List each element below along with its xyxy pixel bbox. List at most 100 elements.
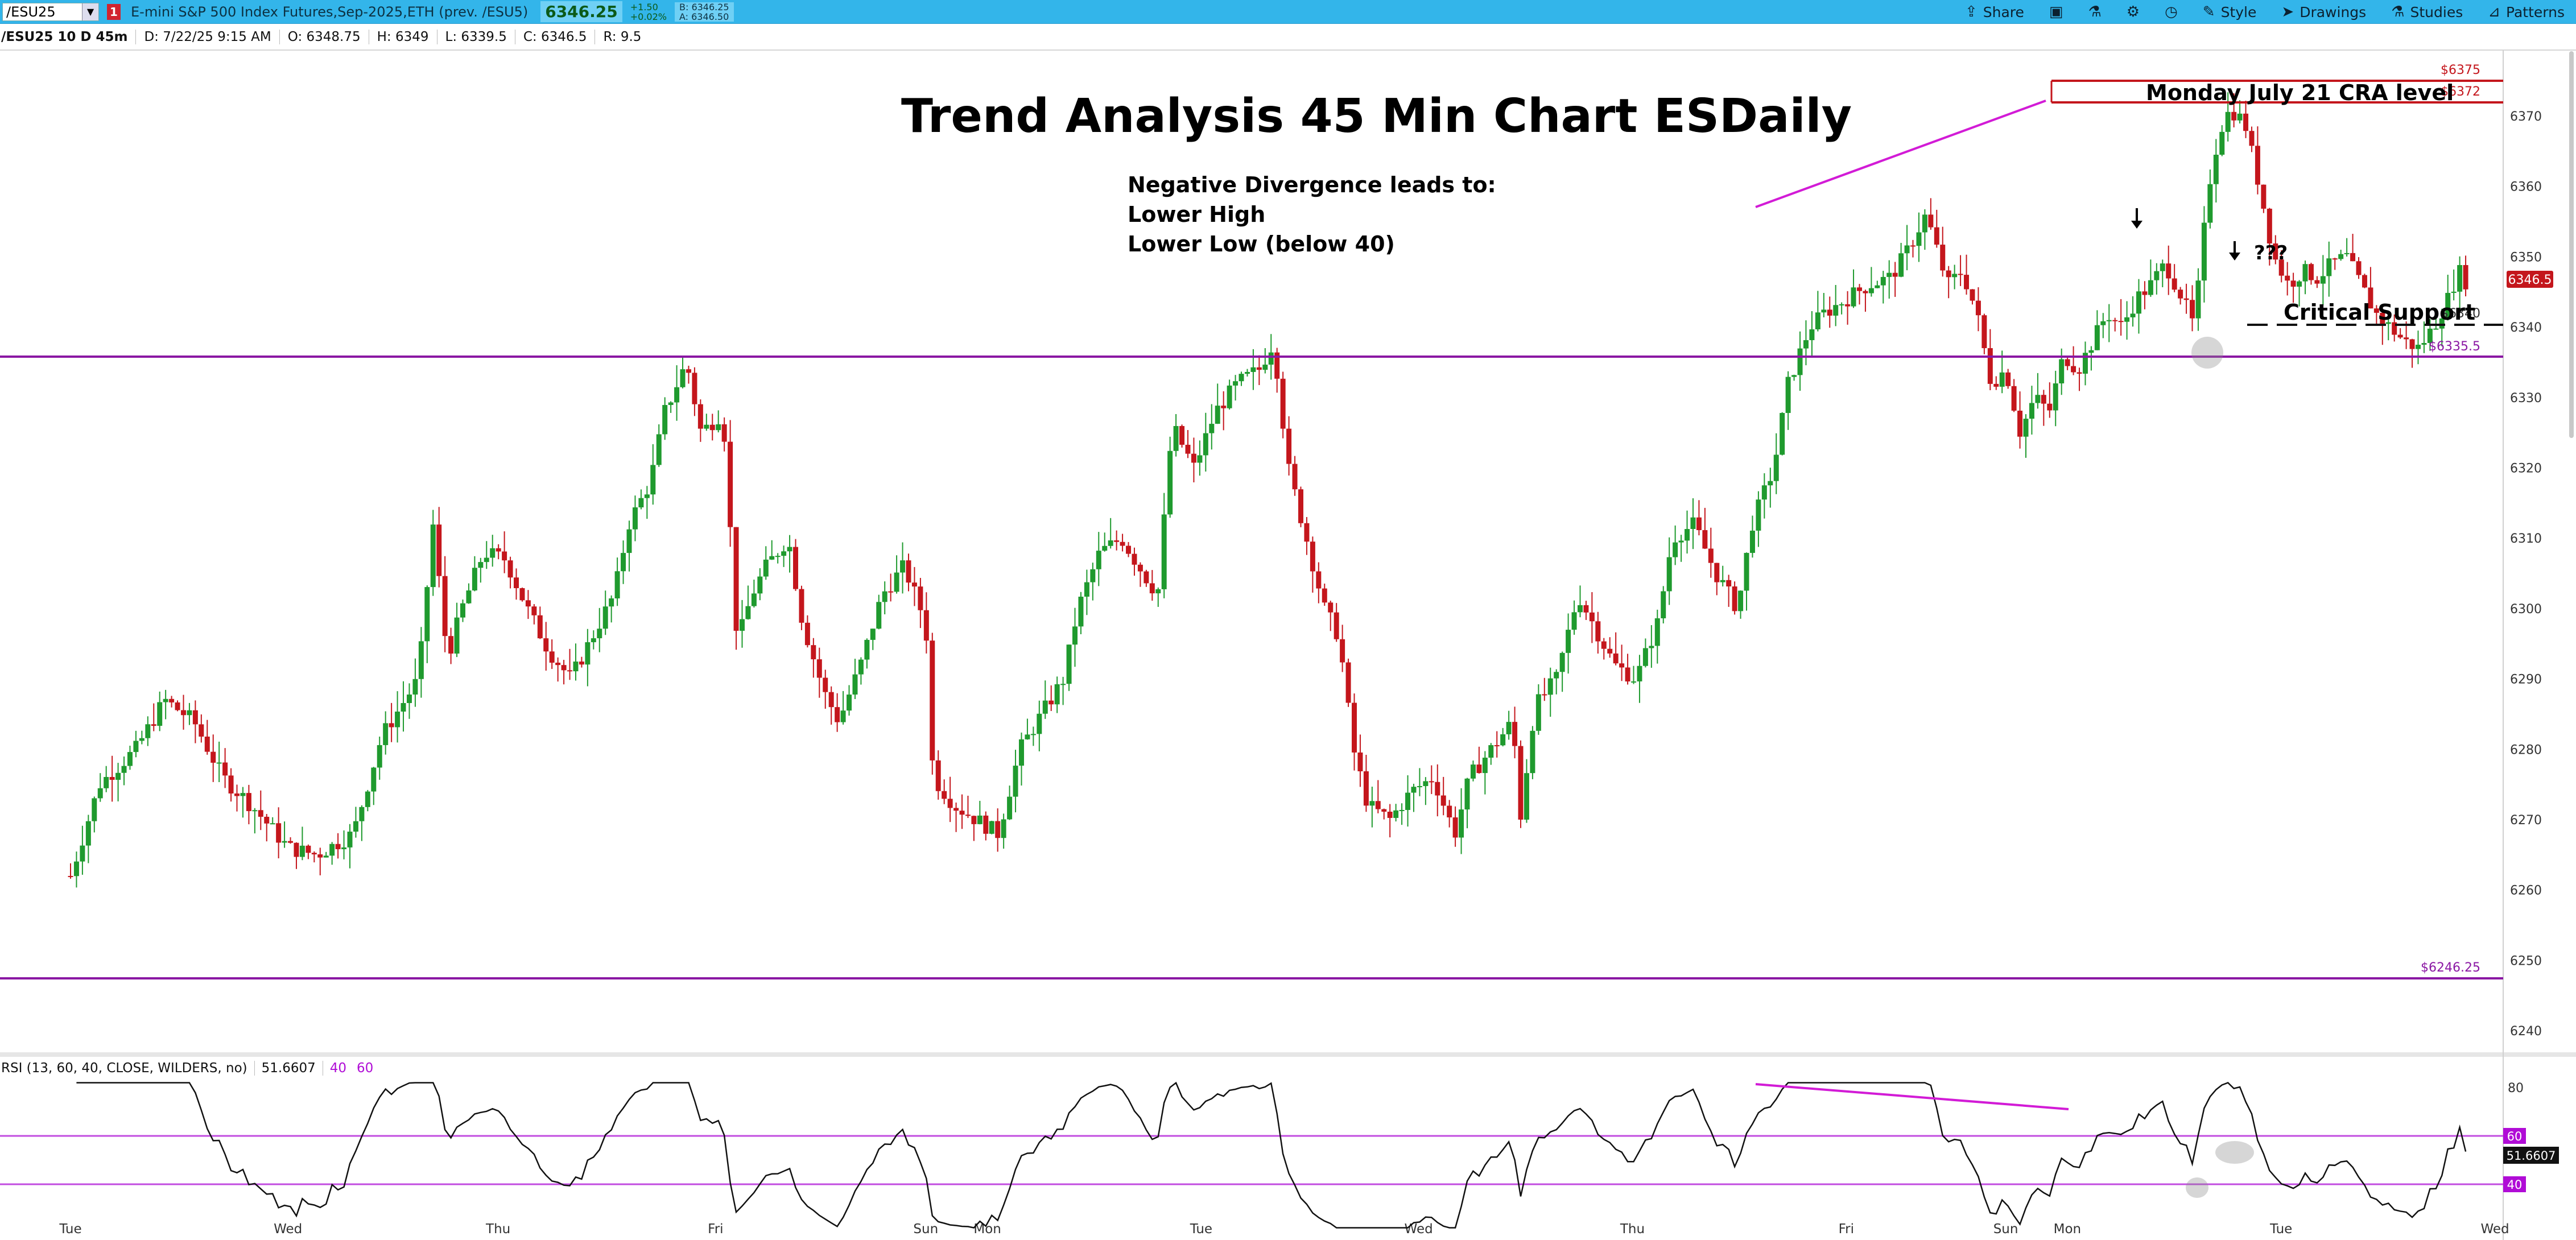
candle-body bbox=[977, 815, 982, 824]
candle-body bbox=[145, 724, 151, 738]
drawings-label: Drawings bbox=[2300, 3, 2367, 20]
screenshot-button[interactable]: ▣ bbox=[2049, 3, 2063, 20]
candle-body bbox=[216, 762, 222, 764]
pane-divider[interactable] bbox=[0, 1052, 2576, 1057]
candle-body bbox=[1797, 348, 1803, 375]
candle-body bbox=[935, 760, 941, 791]
symbol-input[interactable]: /ESU25 ▼ bbox=[2, 2, 99, 21]
candle-body bbox=[1399, 809, 1405, 811]
candle-body bbox=[2350, 253, 2356, 262]
chevron-down-icon[interactable]: ▼ bbox=[82, 3, 98, 20]
candle-body bbox=[258, 810, 263, 817]
candle-body bbox=[1892, 272, 1898, 277]
candle-body bbox=[1625, 667, 1630, 682]
candle-body bbox=[1452, 817, 1458, 838]
candle-body bbox=[1120, 542, 1125, 546]
candle-body bbox=[1975, 300, 1981, 316]
candle-body bbox=[2172, 278, 2177, 290]
candle-body bbox=[1780, 413, 1785, 455]
link-group-badge[interactable]: 1 bbox=[107, 3, 121, 20]
candle-body bbox=[674, 387, 680, 403]
candle-body bbox=[1661, 591, 1666, 619]
studies-button[interactable]: ⚗ Studies bbox=[2391, 3, 2463, 20]
candle-body bbox=[306, 845, 311, 853]
rsi-trendline[interactable] bbox=[1755, 1083, 2069, 1110]
rsi-study-label[interactable]: RSI (13, 60, 40, CLOSE, WILDERS, no) 51.… bbox=[0, 1058, 380, 1078]
patterns-button[interactable]: ⊿ Patterns bbox=[2488, 3, 2565, 20]
candle-body bbox=[104, 776, 109, 788]
candle-body bbox=[121, 766, 127, 773]
drawings-button[interactable]: ➤ Drawings bbox=[2281, 3, 2366, 20]
rsi-axis-80: 80 bbox=[2508, 1081, 2524, 1096]
candle-body bbox=[246, 793, 251, 811]
candle-body bbox=[2421, 343, 2427, 345]
label-6375: $6375 bbox=[2441, 63, 2480, 77]
note-line-2: Lower High bbox=[1128, 202, 1265, 227]
candle-body bbox=[2178, 290, 2183, 299]
candle-body bbox=[1821, 309, 1827, 313]
candle-body bbox=[983, 815, 989, 834]
x-day-label: Fri bbox=[708, 1222, 723, 1237]
candle-body bbox=[2267, 208, 2272, 244]
candle-body bbox=[680, 369, 686, 387]
candle-body bbox=[1048, 700, 1054, 705]
candle-body bbox=[1221, 406, 1227, 408]
patterns-label: Patterns bbox=[2506, 3, 2565, 20]
candle-body bbox=[192, 710, 198, 725]
candle-body bbox=[2136, 291, 2141, 314]
candle-body bbox=[115, 772, 121, 780]
candle-body bbox=[989, 821, 994, 834]
candle-body bbox=[85, 821, 91, 846]
rsi-40-badge bbox=[2503, 1176, 2526, 1192]
candle-body bbox=[1256, 367, 1262, 370]
style-button[interactable]: ✎ Style bbox=[2203, 3, 2257, 20]
candle-body bbox=[151, 724, 156, 726]
candle-body bbox=[2166, 263, 2172, 279]
candle-body bbox=[1791, 375, 1797, 377]
candle-body bbox=[2385, 322, 2391, 324]
candle-body bbox=[804, 622, 810, 646]
candle-body bbox=[787, 547, 792, 552]
share-button[interactable]: ⇪ Share bbox=[1965, 3, 2024, 20]
rsi-overbought-value: 60 bbox=[357, 1061, 374, 1076]
candle-body bbox=[163, 698, 168, 702]
candle-body bbox=[180, 710, 186, 716]
candle-body bbox=[793, 547, 799, 589]
candle-body bbox=[906, 560, 911, 583]
vertical-scrollbar[interactable] bbox=[2569, 51, 2574, 438]
candle-body bbox=[1459, 809, 1464, 838]
candle-body bbox=[270, 823, 275, 825]
x-day-label: Thu bbox=[485, 1222, 510, 1237]
candle-body bbox=[2053, 383, 2058, 411]
candle-body bbox=[1345, 662, 1351, 703]
bar-date: D: 7/22/25 9:15 AM bbox=[136, 30, 280, 44]
y-tick-label: 6370 bbox=[2510, 110, 2542, 124]
lab-button[interactable]: ⚗ bbox=[2088, 3, 2101, 20]
time-button[interactable]: ◷ bbox=[2165, 3, 2178, 20]
candle-body bbox=[2219, 131, 2225, 155]
settings-button[interactable]: ⚙ bbox=[2127, 3, 2140, 20]
share-label: Share bbox=[1983, 3, 2024, 20]
candle-body bbox=[1334, 612, 1339, 639]
y-tick-label: 6260 bbox=[2510, 884, 2542, 898]
candle-body bbox=[2433, 328, 2439, 330]
candle-body bbox=[1619, 663, 1625, 668]
down-arrow-icon bbox=[2131, 208, 2142, 229]
candle-body bbox=[1566, 630, 1571, 653]
candle-body bbox=[502, 551, 507, 561]
candle-body bbox=[828, 692, 834, 708]
candle-body bbox=[2094, 325, 2100, 350]
candle-body bbox=[1559, 652, 1565, 672]
candle-body bbox=[2237, 113, 2243, 121]
price-trendline[interactable] bbox=[1755, 100, 2046, 208]
candle-body bbox=[525, 600, 531, 607]
candle-body bbox=[579, 662, 584, 665]
candle-body bbox=[823, 677, 828, 692]
candle-body bbox=[1863, 291, 1868, 294]
candle-body bbox=[1642, 648, 1648, 666]
candle-body bbox=[757, 576, 763, 594]
label-6246: $6246.25 bbox=[2421, 961, 2480, 975]
candle-body bbox=[359, 807, 365, 821]
candle-body bbox=[947, 799, 953, 808]
